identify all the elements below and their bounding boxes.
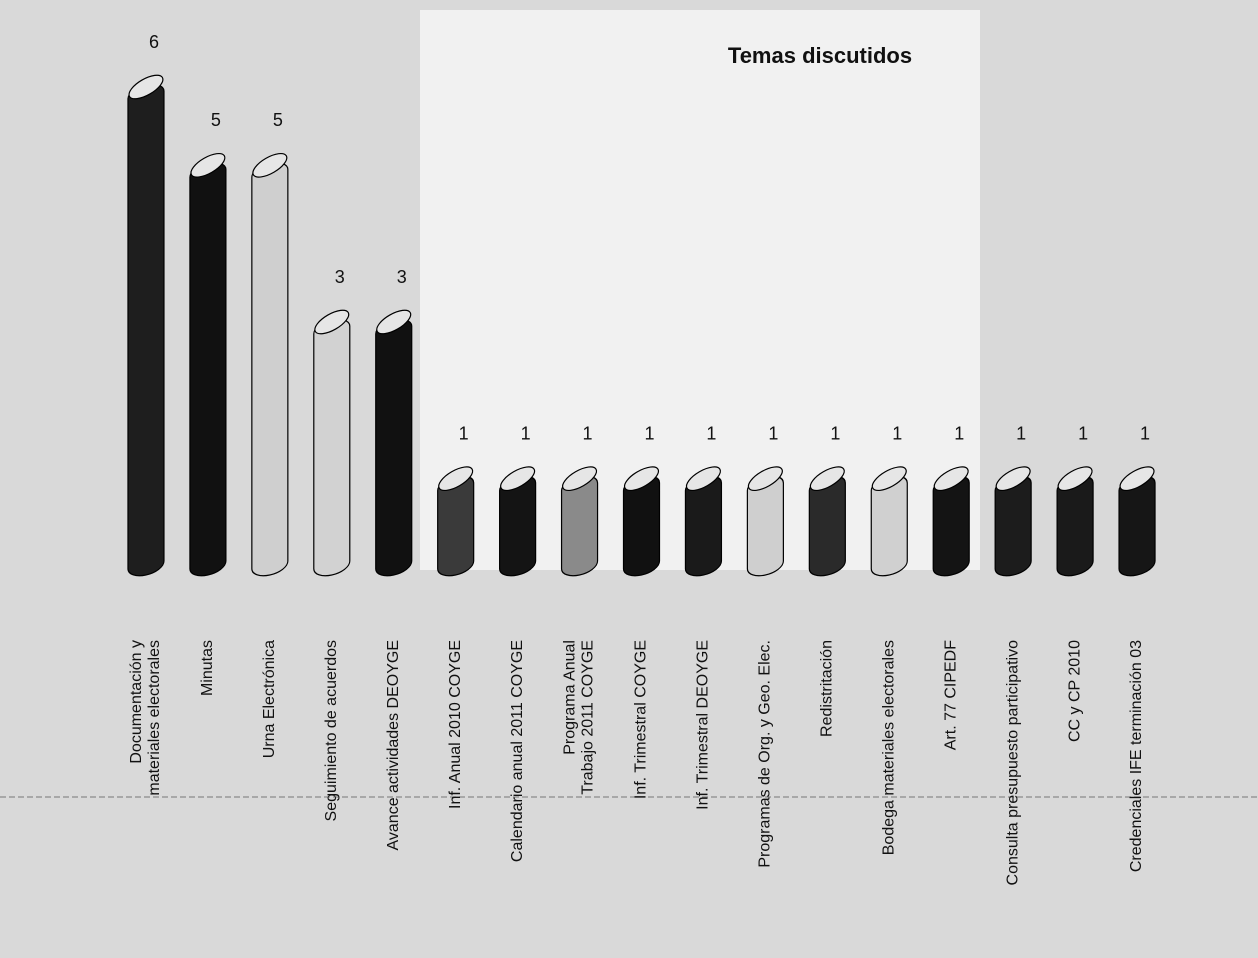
value-label: 1 (1140, 423, 1150, 443)
bar-top (1119, 466, 1155, 492)
x-tick-label: Programa AnualTrabajo 2011 COYGE (562, 640, 597, 795)
bar-top (685, 466, 721, 492)
bar-top (438, 466, 474, 492)
x-tick-label: Minutas (199, 640, 216, 696)
bar-top (933, 466, 969, 492)
value-label: 6 (149, 32, 159, 52)
value-label: 1 (459, 423, 469, 443)
x-tick-label: Consulta presupuesto participativo (1004, 640, 1021, 886)
value-label: 1 (1078, 423, 1088, 443)
value-label: 1 (521, 423, 531, 443)
bar-top (376, 309, 412, 335)
value-label: 1 (1016, 423, 1026, 443)
value-label: 1 (830, 423, 840, 443)
bar-top (314, 309, 350, 335)
x-tick-label: CC y CP 2010 (1066, 640, 1083, 742)
x-tick-label: Seguimiento de acuerdos (323, 640, 340, 821)
bar-top (562, 466, 598, 492)
x-tick-label: Art. 77 CIPEDF (942, 640, 959, 750)
bar-top (190, 152, 226, 178)
bar-top (809, 466, 845, 492)
bar-top (871, 466, 907, 492)
chart-title: Temas discutidos (728, 43, 912, 68)
x-tick-label: Inf. Trimestral COYGE (633, 640, 650, 799)
x-tick-label: Avance actividades DEOYGE (385, 640, 402, 850)
value-label: 1 (892, 423, 902, 443)
value-label: 1 (768, 423, 778, 443)
x-tick-label: Inf. Trimestral DEOYGE (695, 640, 712, 810)
value-label: 3 (335, 267, 345, 287)
bar-top (252, 152, 288, 178)
bar-top (1057, 466, 1093, 492)
bar-top (995, 466, 1031, 492)
x-tick-label: Urna Electrónica (261, 640, 278, 758)
value-label: 1 (706, 423, 716, 443)
x-tick-label: Redistritación (819, 640, 836, 737)
value-label: 3 (397, 267, 407, 287)
bar (189, 162, 227, 577)
bar (375, 318, 413, 577)
value-label: 5 (211, 110, 221, 130)
bar-top (623, 466, 660, 492)
bar-top (128, 74, 164, 100)
x-tick-label: Credenciales IFE terminación 03 (1128, 640, 1145, 872)
x-tick-label: Inf. Anual 2010 COYGE (447, 640, 464, 809)
x-tick-label: Programas de Org. y Geo. Elec. (757, 640, 774, 868)
value-label: 1 (954, 423, 964, 443)
bar (313, 318, 351, 577)
x-tick-label: Documentación ymateriales electorales (128, 640, 163, 796)
bar (127, 83, 165, 577)
bar-top (747, 466, 783, 492)
bar (251, 162, 289, 577)
bar-top (500, 466, 536, 492)
x-tick-label: Calendario anual 2011 COYGE (509, 640, 526, 862)
value-label: 5 (273, 110, 283, 130)
value-label: 1 (644, 423, 654, 443)
value-label: 1 (583, 423, 593, 443)
x-tick-label: Bodega materiales electorales (880, 640, 897, 855)
